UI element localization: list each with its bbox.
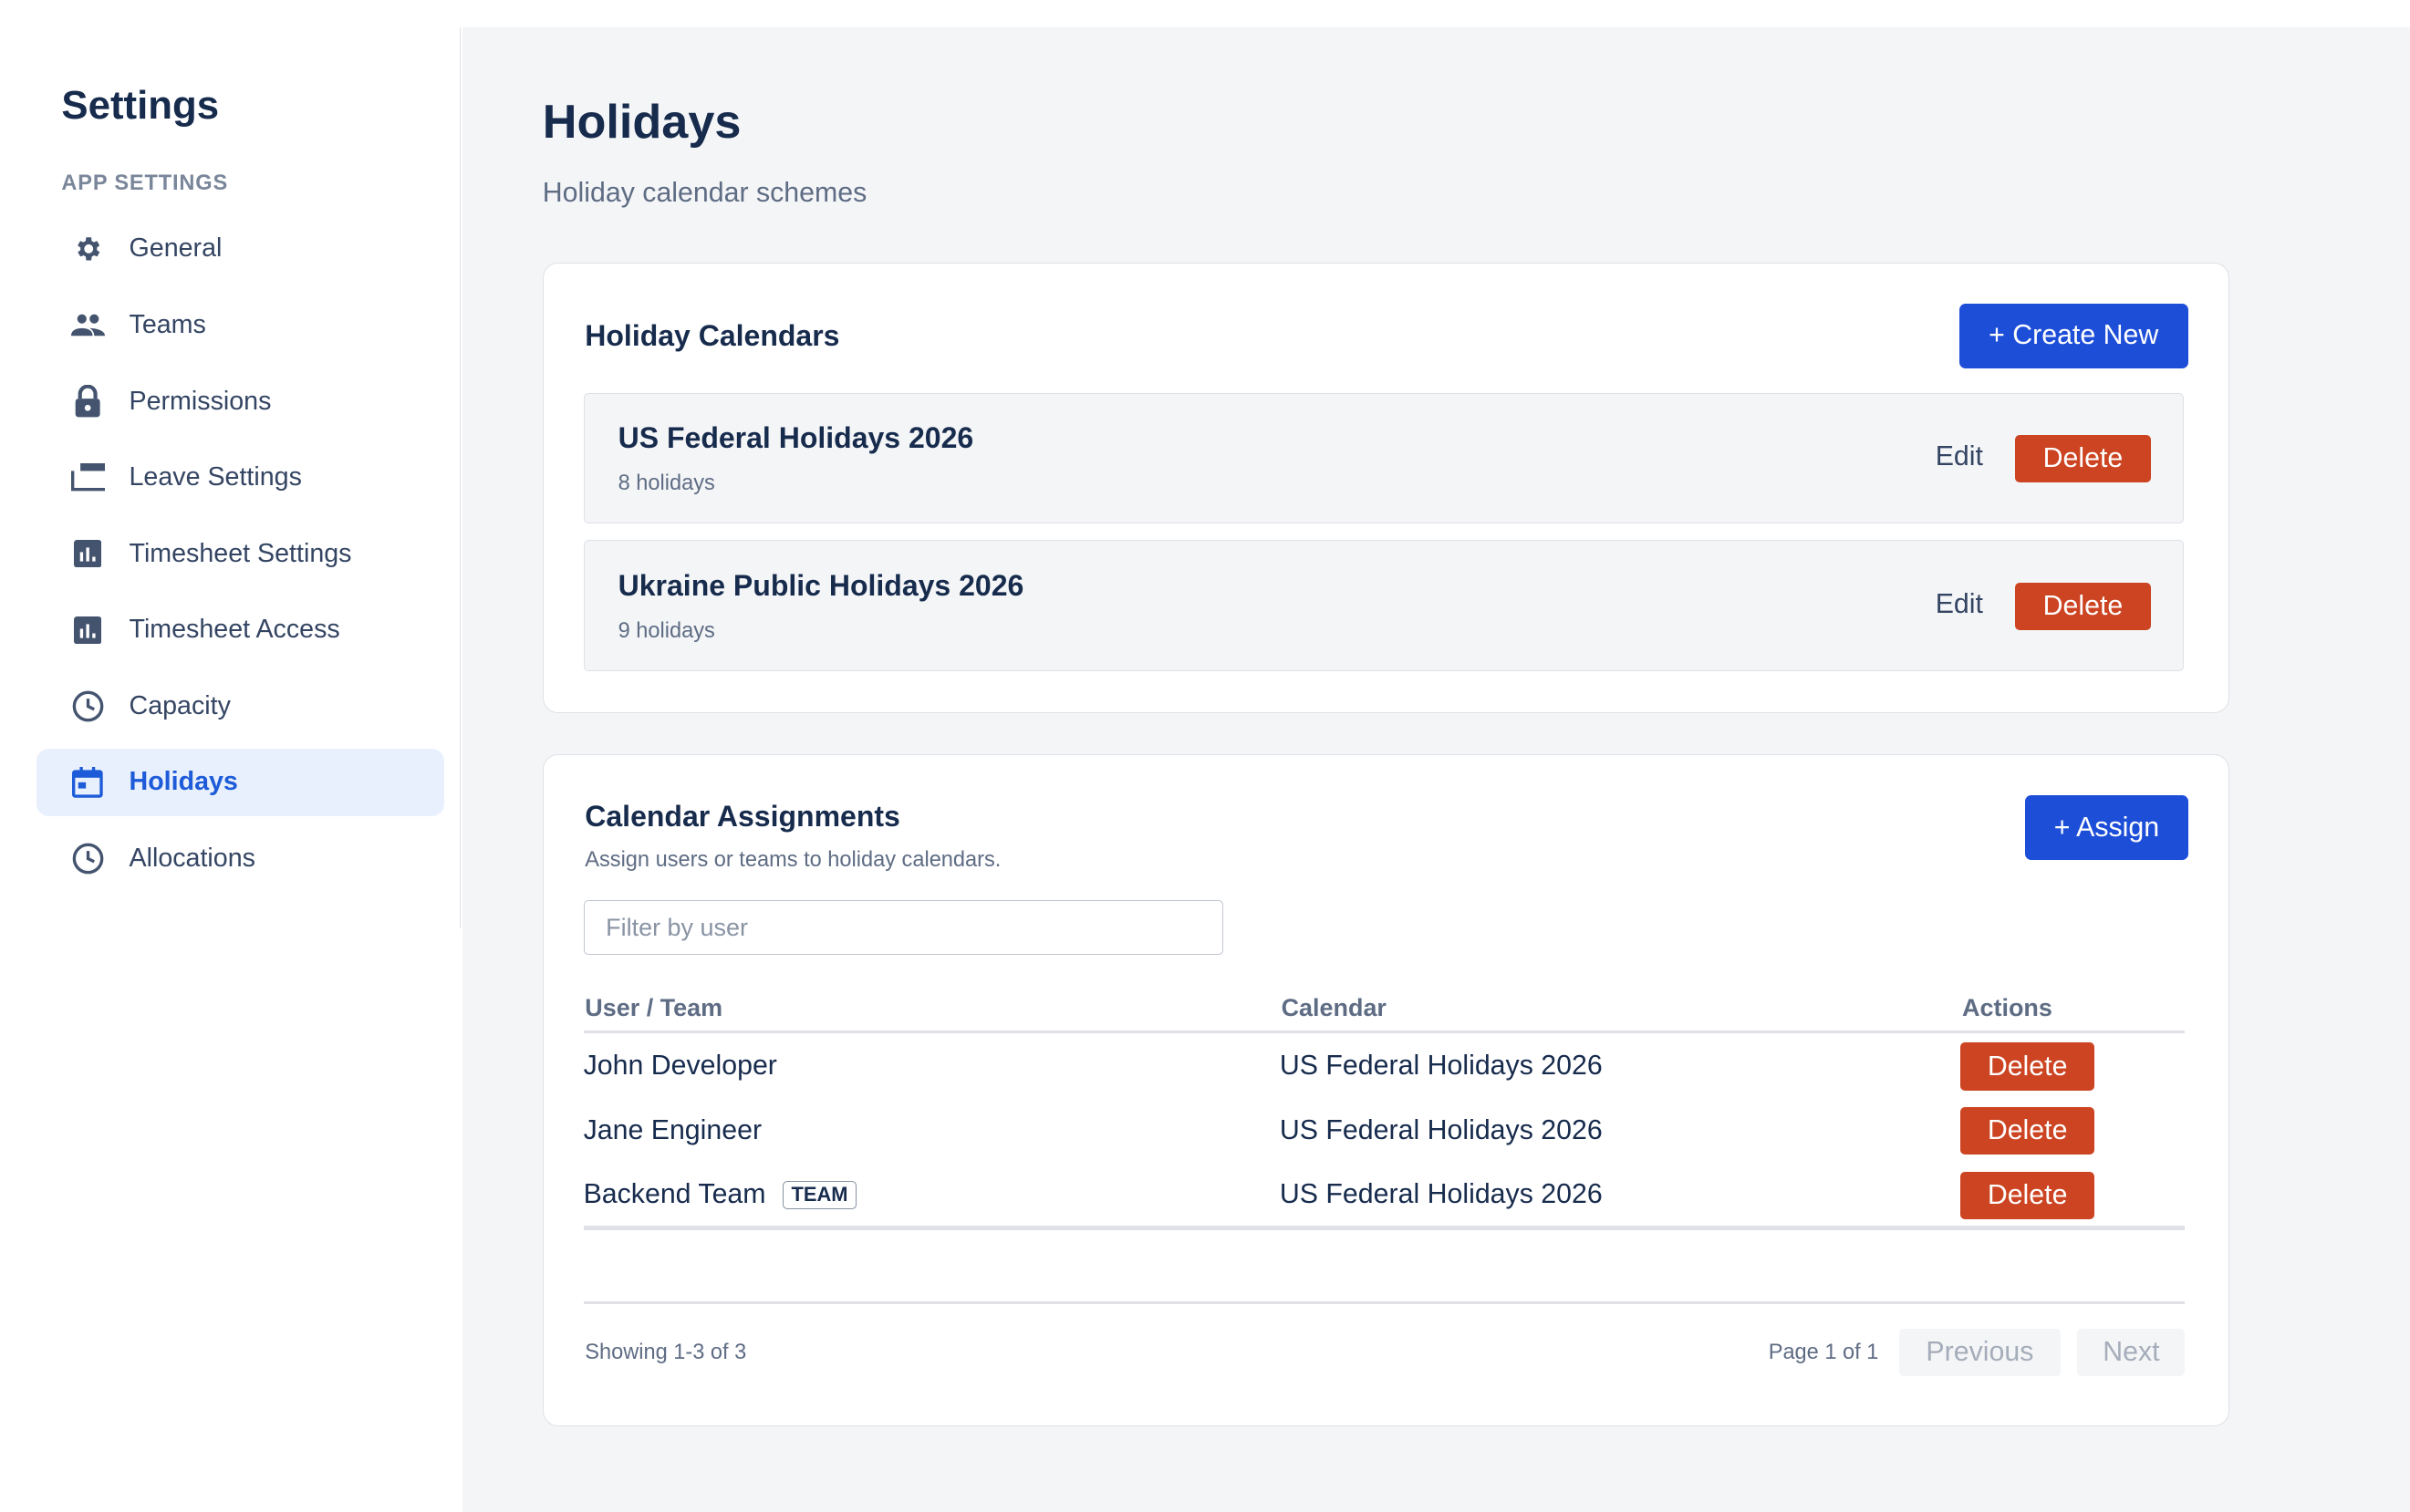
sidebar-nav: General Teams Permissions Leave Settings…: [36, 215, 444, 901]
sidebar-item-allocations[interactable]: Allocations: [36, 824, 444, 892]
user-name: Jane Engineer: [583, 1114, 763, 1145]
sidebar-item-label: Teams: [129, 310, 206, 339]
sidebar-item-label: Capacity: [129, 690, 231, 720]
calendar-item: US Federal Holidays 2026 8 holidays Edit…: [583, 392, 2184, 524]
sidebar-item-label: General: [129, 233, 223, 264]
sidebar-item-timesheet-access[interactable]: Timesheet Access: [36, 596, 444, 664]
calendar-icon: [71, 765, 105, 799]
card-title: Calendar Assignments: [585, 800, 900, 834]
delete-button[interactable]: Delete: [2015, 435, 2151, 483]
delete-button[interactable]: Delete: [1960, 1042, 2094, 1091]
sidebar-divider: [459, 27, 462, 928]
sidebar-title: Settings: [61, 82, 220, 128]
filter-by-user-input[interactable]: [583, 899, 1223, 956]
sidebar-item-permissions[interactable]: Permissions: [36, 368, 444, 435]
window-icon: [70, 461, 105, 494]
column-header-calendar: Calendar: [1281, 993, 1387, 1021]
clock-icon: [71, 689, 105, 723]
calendar-item: Ukraine Public Holidays 2026 9 holidays …: [583, 540, 2184, 671]
calendar-assignments-card: Calendar Assignments Assign users or tea…: [542, 754, 2229, 1426]
header-divider: [583, 1030, 2186, 1034]
lock-icon: [71, 384, 105, 419]
delete-button[interactable]: Delete: [1960, 1171, 2094, 1220]
sidebar-section-label: APP SETTINGS: [61, 171, 229, 195]
sidebar-item-general[interactable]: General: [36, 215, 444, 283]
table-row: Jane Engineer US Federal Holidays 2026 D…: [584, 1100, 2186, 1165]
user-cell: Backend Team TEAM: [584, 1179, 857, 1210]
team-badge: TEAM: [783, 1180, 857, 1210]
pagination-divider: [583, 1300, 2186, 1304]
calendar-holiday-count: 9 holidays: [618, 617, 715, 642]
user-name: Backend Team: [583, 1179, 766, 1210]
card-title: Holiday Calendars: [585, 318, 840, 352]
calendar-cell: US Federal Holidays 2026: [1279, 1179, 1603, 1210]
showing-count: Showing 1-3 of 3: [585, 1339, 747, 1363]
sidebar-item-label: Leave Settings: [129, 462, 302, 492]
bar-chart-icon: [71, 537, 105, 571]
edit-button[interactable]: Edit: [1935, 440, 1983, 471]
calendar-cell: US Federal Holidays 2026: [1279, 1114, 1603, 1145]
calendar-cell: US Federal Holidays 2026: [1279, 1050, 1603, 1081]
previous-button[interactable]: Previous: [1898, 1328, 2061, 1377]
user-cell: Jane Engineer: [584, 1115, 763, 1146]
main-content: Holidays Holiday calendar schemes Holida…: [462, 27, 2410, 1512]
page-subtitle: Holiday calendar schemes: [542, 178, 867, 209]
holiday-calendars-card: Holiday Calendars + Create New US Federa…: [542, 263, 2229, 714]
calendar-name: US Federal Holidays 2026: [618, 420, 974, 454]
delete-button[interactable]: Delete: [1960, 1107, 2094, 1155]
sidebar-item-label: Holidays: [129, 767, 238, 797]
sidebar-item-timesheet-settings[interactable]: Timesheet Settings: [36, 520, 444, 587]
column-header-actions: Actions: [1962, 993, 2052, 1021]
sidebar-item-leave-settings[interactable]: Leave Settings: [36, 444, 444, 512]
page-title: Holidays: [542, 96, 742, 150]
sidebar-item-capacity[interactable]: Capacity: [36, 672, 444, 740]
assign-button[interactable]: + Assign: [2025, 795, 2188, 860]
table-row: Backend Team TEAM US Federal Holidays 202…: [584, 1165, 2186, 1229]
sidebar-item-holidays[interactable]: Holidays: [36, 748, 444, 816]
user-name: John Developer: [583, 1050, 777, 1081]
sidebar-item-label: Timesheet Access: [129, 615, 340, 645]
sidebar-item-label: Permissions: [129, 386, 272, 416]
edit-button[interactable]: Edit: [1935, 588, 1983, 619]
delete-button[interactable]: Delete: [2015, 582, 2151, 631]
calendar-holiday-count: 8 holidays: [618, 470, 715, 494]
user-cell: John Developer: [584, 1051, 777, 1082]
sidebar-item-teams[interactable]: Teams: [36, 291, 444, 358]
sidebar-item-label: Allocations: [129, 843, 255, 873]
clock-icon: [71, 842, 105, 875]
sidebar-item-label: Timesheet Settings: [129, 538, 352, 568]
sidebar: Settings APP SETTINGS General Teams Perm…: [0, 27, 462, 1512]
column-header-user: User / Team: [585, 993, 723, 1021]
people-icon: [70, 308, 105, 342]
page-info: Page 1 of 1: [1768, 1339, 1879, 1363]
next-button[interactable]: Next: [2077, 1328, 2186, 1377]
table-row: John Developer US Federal Holidays 2026 …: [584, 1035, 2186, 1100]
create-new-button[interactable]: + Create New: [1958, 303, 2188, 368]
calendar-name: Ukraine Public Holidays 2026: [618, 568, 1024, 602]
bar-chart-icon: [71, 613, 105, 647]
table-bottom-divider: [583, 1225, 2186, 1230]
gear-icon: [71, 232, 105, 265]
card-subtitle: Assign users or teams to holiday calenda…: [585, 847, 1002, 872]
